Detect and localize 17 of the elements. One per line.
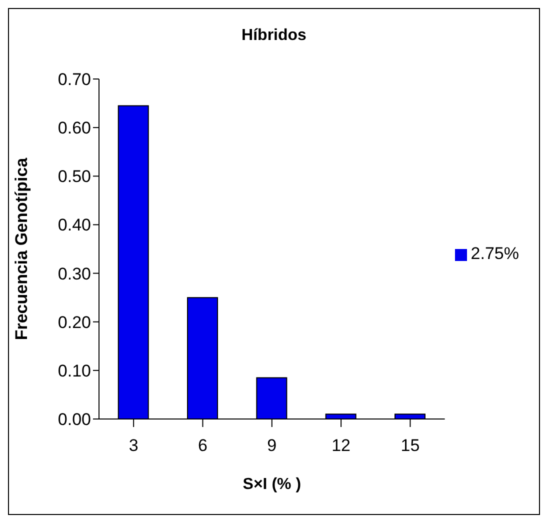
y-tick-label: 0.70	[58, 70, 91, 90]
y-tick-label: 0.30	[58, 264, 91, 284]
chart-title: Híbridos	[240, 27, 308, 45]
y-tick-label: 0.10	[58, 361, 91, 380]
x-tick-label: 9	[267, 436, 277, 456]
x-axis-title: S×I (% )	[242, 476, 302, 493]
y-tick-label: 0.50	[58, 167, 91, 186]
y-tick-label: 0.60	[58, 118, 91, 138]
legend-label: 2.75%	[470, 244, 519, 263]
x-tick-label: 6	[198, 436, 208, 456]
x-tick-label: 12	[332, 436, 351, 456]
y-tick-label: 0.40	[58, 216, 91, 235]
y-tick-label: 0.00	[58, 410, 91, 430]
x-tick-label: 15	[400, 436, 420, 456]
y-axis-title: Frecuencia Genotípica	[12, 157, 32, 340]
x-tick-label: 3	[128, 436, 138, 456]
y-tick-label: 0.20	[58, 312, 91, 332]
